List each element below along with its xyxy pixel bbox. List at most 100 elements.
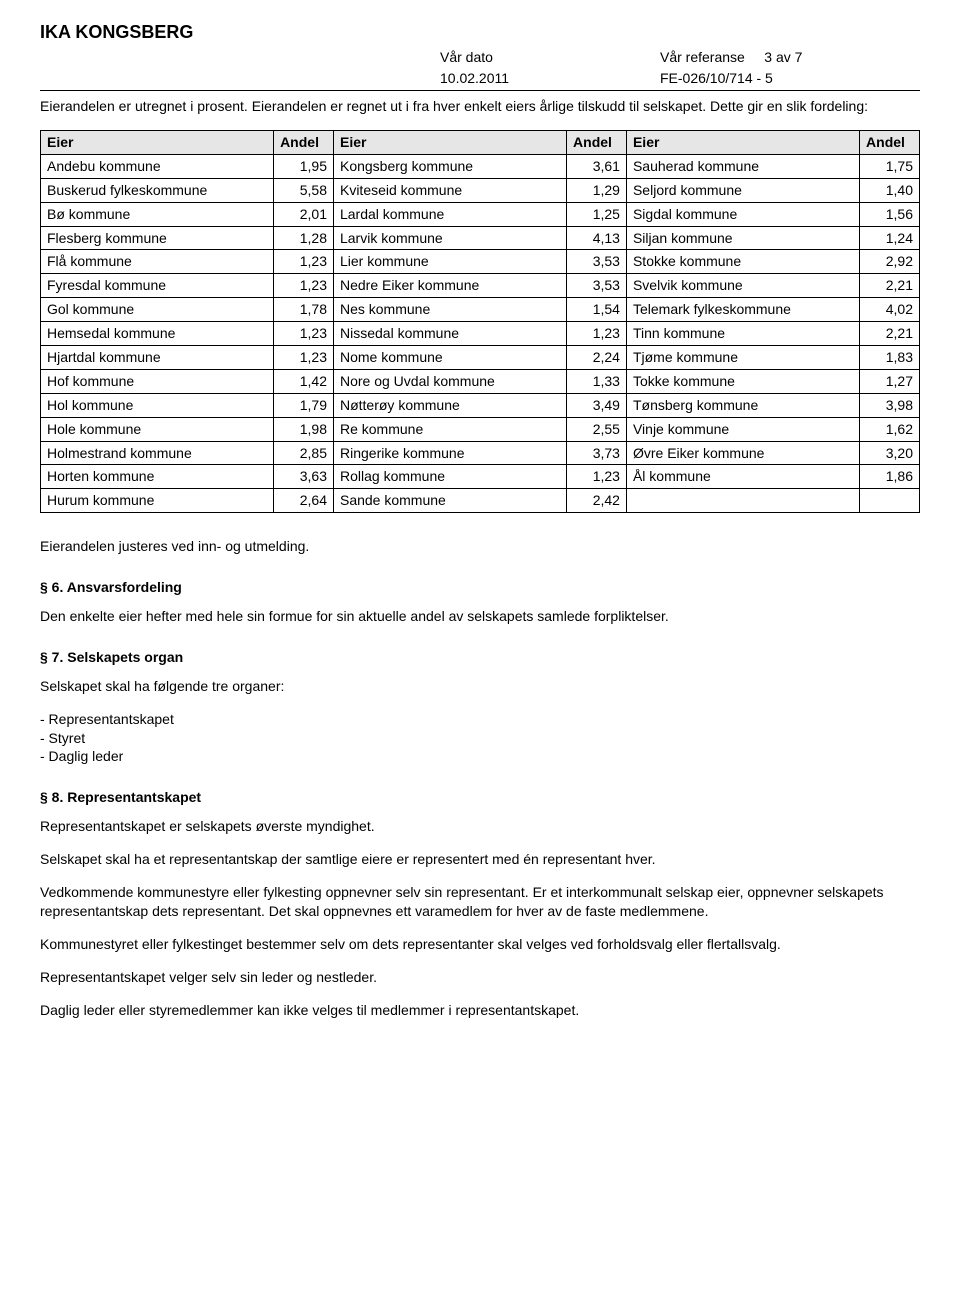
cell-value: 1,27 — [860, 369, 920, 393]
intro-text: Eierandelen er utregnet i prosent. Eiera… — [40, 97, 920, 116]
cell-name: Ringerike kommune — [333, 441, 566, 465]
table-row: Hjartdal kommune1,23Nome kommune2,24Tjøm… — [41, 345, 920, 369]
cell-value — [860, 489, 920, 513]
s8-title: § 8. Representantskapet — [40, 788, 920, 807]
table-row: Bø kommune2,01Lardal kommune1,25Sigdal k… — [41, 202, 920, 226]
cell-name: Flesberg kommune — [41, 226, 274, 250]
cell-name: Hjartdal kommune — [41, 345, 274, 369]
page-number: 3 av 7 — [764, 49, 802, 65]
th-eier-3: Eier — [626, 130, 859, 154]
cell-value: 2,21 — [860, 274, 920, 298]
cell-name: Tinn kommune — [626, 322, 859, 346]
cell-name: Telemark fylkeskommune — [626, 298, 859, 322]
th-andel-2: Andel — [567, 130, 627, 154]
table-row: Gol kommune1,78Nes kommune1,54Telemark f… — [41, 298, 920, 322]
cell-name: Siljan kommune — [626, 226, 859, 250]
cell-value: 3,53 — [567, 274, 627, 298]
s7-item-1: - Representantskapet — [40, 710, 920, 729]
cell-name: Hol kommune — [41, 393, 274, 417]
cell-value: 2,55 — [567, 417, 627, 441]
section-6: § 6. Ansvarsfordeling Den enkelte eier h… — [40, 578, 920, 626]
cell-name: Sande kommune — [333, 489, 566, 513]
cell-value: 2,24 — [567, 345, 627, 369]
ref-value: FE-026/10/714 - 5 — [660, 69, 920, 88]
s7-item-2: - Styret — [40, 729, 920, 748]
cell-name: Tønsberg kommune — [626, 393, 859, 417]
table-row: Hol kommune1,79Nøtterøy kommune3,49Tønsb… — [41, 393, 920, 417]
cell-value: 4,02 — [860, 298, 920, 322]
cell-value: 1,56 — [860, 202, 920, 226]
cell-name: Vinje kommune — [626, 417, 859, 441]
cell-value: 1,23 — [274, 250, 334, 274]
header-divider — [40, 90, 920, 91]
cell-value: 1,23 — [567, 322, 627, 346]
cell-name: Hurum kommune — [41, 489, 274, 513]
cell-name: Hemsedal kommune — [41, 322, 274, 346]
cell-value: 2,92 — [860, 250, 920, 274]
date-label: Vår dato — [440, 48, 660, 67]
cell-value: 1,75 — [860, 154, 920, 178]
cell-name: Kongsberg kommune — [333, 154, 566, 178]
cell-value: 1,23 — [274, 345, 334, 369]
th-andel-1: Andel — [274, 130, 334, 154]
cell-name: Sauherad kommune — [626, 154, 859, 178]
table-row: Flå kommune1,23Lier kommune3,53Stokke ko… — [41, 250, 920, 274]
cell-name: Flå kommune — [41, 250, 274, 274]
cell-name: Andebu kommune — [41, 154, 274, 178]
page-header: IKA KONGSBERG Vår dato Vår referanse 3 a… — [40, 20, 920, 91]
cell-value: 1,28 — [274, 226, 334, 250]
cell-name: Øvre Eiker kommune — [626, 441, 859, 465]
table-row: Hemsedal kommune1,23Nissedal kommune1,23… — [41, 322, 920, 346]
cell-value: 1,42 — [274, 369, 334, 393]
cell-name: Nissedal kommune — [333, 322, 566, 346]
cell-name: Tjøme kommune — [626, 345, 859, 369]
table-header-row: Eier Andel Eier Andel Eier Andel — [41, 130, 920, 154]
cell-name: Horten kommune — [41, 465, 274, 489]
cell-value: 1,29 — [567, 178, 627, 202]
cell-name: Nedre Eiker kommune — [333, 274, 566, 298]
table-row: Horten kommune3,63Rollag kommune1,23Ål k… — [41, 465, 920, 489]
ref-and-page: Vår referanse 3 av 7 — [660, 48, 920, 67]
cell-name: Hof kommune — [41, 369, 274, 393]
cell-name: Nome kommune — [333, 345, 566, 369]
ref-label: Vår referanse — [660, 49, 745, 65]
cell-value: 1,23 — [274, 274, 334, 298]
cell-value: 1,62 — [860, 417, 920, 441]
table-row: Andebu kommune1,95Kongsberg kommune3,61S… — [41, 154, 920, 178]
table-row: Holmestrand kommune2,85Ringerike kommune… — [41, 441, 920, 465]
cell-name: Lier kommune — [333, 250, 566, 274]
s8-p4: Kommunestyret eller fylkestinget bestemm… — [40, 935, 920, 954]
cell-value: 5,58 — [274, 178, 334, 202]
header-meta-row2: 10.02.2011 FE-026/10/714 - 5 — [40, 69, 920, 88]
cell-name: Stokke kommune — [626, 250, 859, 274]
s8-p6: Daglig leder eller styremedlemmer kan ik… — [40, 1001, 920, 1020]
cell-value: 1,78 — [274, 298, 334, 322]
date-value: 10.02.2011 — [440, 69, 660, 88]
table-row: Fyresdal kommune1,23Nedre Eiker kommune3… — [41, 274, 920, 298]
cell-value: 1,23 — [567, 465, 627, 489]
th-andel-3: Andel — [860, 130, 920, 154]
ownership-table: Eier Andel Eier Andel Eier Andel Andebu … — [40, 130, 920, 513]
s8-p2: Selskapet skal ha et representantskap de… — [40, 850, 920, 869]
table-row: Flesberg kommune1,28Larvik kommune4,13Si… — [41, 226, 920, 250]
cell-value: 1,95 — [274, 154, 334, 178]
cell-value: 1,98 — [274, 417, 334, 441]
cell-name: Nore og Uvdal kommune — [333, 369, 566, 393]
cell-name: Buskerud fylkeskommune — [41, 178, 274, 202]
cell-value: 3,61 — [567, 154, 627, 178]
cell-value: 2,85 — [274, 441, 334, 465]
cell-value: 3,20 — [860, 441, 920, 465]
s6-body: Den enkelte eier hefter med hele sin for… — [40, 607, 920, 626]
after-table-note: Eierandelen justeres ved inn- og utmeldi… — [40, 537, 920, 556]
table-row: Hurum kommune2,64Sande kommune2,42 — [41, 489, 920, 513]
cell-name: Seljord kommune — [626, 178, 859, 202]
cell-name: Re kommune — [333, 417, 566, 441]
table-row: Buskerud fylkeskommune5,58Kviteseid komm… — [41, 178, 920, 202]
cell-value: 1,79 — [274, 393, 334, 417]
cell-value: 3,53 — [567, 250, 627, 274]
s8-p1: Representantskapet er selskapets øverste… — [40, 817, 920, 836]
cell-value: 2,01 — [274, 202, 334, 226]
cell-name: Bø kommune — [41, 202, 274, 226]
cell-name: Lardal kommune — [333, 202, 566, 226]
header-meta-row1: Vår dato Vår referanse 3 av 7 — [40, 48, 920, 67]
